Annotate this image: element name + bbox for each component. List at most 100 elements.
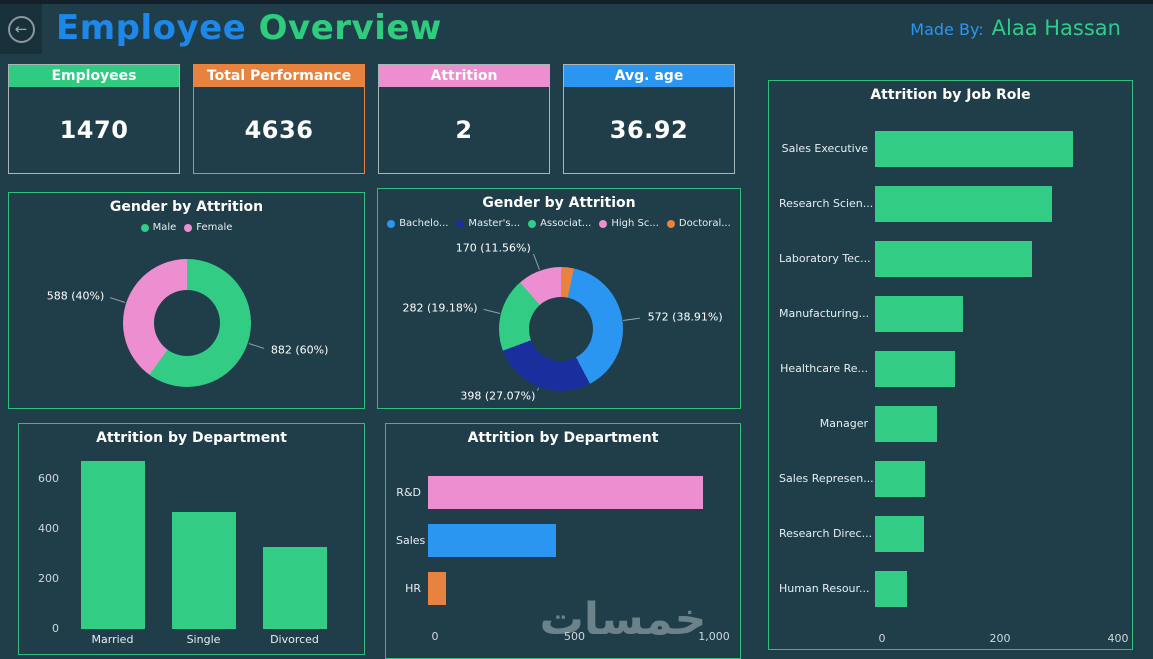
bar-row-laboratory-tec: Laboratory Tec...	[779, 231, 1118, 286]
legend-label: Doctoral...	[678, 218, 731, 229]
category-label: R&D	[396, 485, 421, 499]
made-by: Made By: Alaa Hassan	[910, 16, 1121, 40]
chart-legend: Male Female	[9, 222, 364, 233]
bar-rows: Sales Executive Research Scien... Laborato…	[779, 121, 1118, 616]
donut-chart: 882 (60%) 588 (40%)	[9, 237, 364, 408]
page-title: Employee Overview	[56, 8, 442, 48]
legend-item-high-sc[interactable]: High Sc...	[599, 218, 659, 229]
chart-title: Gender by Attrition	[482, 195, 636, 211]
bar-divorced[interactable]	[262, 547, 327, 629]
bar-laboratory-tec[interactable]	[875, 240, 1033, 277]
category-label: Sales	[396, 533, 426, 547]
kpi-card-avg-age[interactable]: Avg. age 36.92	[563, 64, 735, 174]
legend-item-associat[interactable]: Associat...	[528, 218, 591, 229]
donut-leader-line	[536, 387, 539, 391]
donut-annotation: 398 (27.07%)	[460, 389, 536, 403]
bar-healthcare-re[interactable]	[875, 350, 955, 387]
legend-label: Master's...	[468, 218, 521, 229]
kpi-value: 4636	[244, 116, 314, 144]
bar-sales-executive[interactable]	[875, 130, 1074, 167]
made-by-label: Made By:	[910, 20, 984, 39]
bar-track	[875, 396, 1118, 451]
kpi-value: 1470	[59, 116, 129, 144]
legend-label: Female	[196, 222, 233, 233]
legend-item-bachelo[interactable]: Bachelo...	[387, 218, 448, 229]
category-label: HR	[405, 581, 421, 595]
donut-leader-line	[109, 297, 126, 303]
donut-annotation: 170 (11.56%)	[455, 241, 531, 255]
category-label: Sales Represen...	[779, 472, 874, 485]
bar-track	[875, 561, 1118, 616]
donut-annotation: 882 (60%)	[270, 343, 329, 357]
bar-row-manager: Manager	[779, 396, 1118, 451]
bar-track	[875, 341, 1118, 396]
donut-hole	[529, 297, 593, 361]
bar-human-resour[interactable]	[875, 570, 907, 607]
kpi-value: 2	[455, 116, 473, 144]
legend-item-master-s[interactable]: Master's...	[456, 218, 520, 229]
donut-leader-line	[483, 308, 501, 314]
legend-item-male[interactable]: Male	[140, 222, 177, 233]
kpi-row: Employees 1470 Total Performance 4636 Attrit…	[8, 64, 735, 174]
category-label: Laboratory Tec...	[779, 252, 871, 265]
legend-label: Male	[152, 222, 177, 233]
bar-hr[interactable]	[428, 571, 447, 605]
author-name: Alaa Hassan	[991, 16, 1121, 40]
bar-row-research-scien: Research Scien...	[779, 176, 1118, 231]
kpi-card-attrition[interactable]: Attrition 2	[378, 64, 550, 174]
chart-title: Attrition by Job Role	[870, 87, 1031, 103]
bar-manufacturing[interactable]	[875, 295, 964, 332]
bar-research-direc[interactable]	[875, 515, 924, 552]
bar-row-sales-represen: Sales Represen...	[779, 451, 1118, 506]
y-axis-tick-label: 200	[38, 572, 59, 585]
legend-item-female[interactable]: Female	[184, 222, 232, 233]
y-axis-tick-label: 0	[52, 622, 59, 635]
bar-track	[428, 468, 714, 516]
x-axis-tick-label: 1,000	[698, 630, 730, 643]
bar-track	[875, 506, 1118, 561]
bar-research-scien[interactable]	[875, 185, 1053, 222]
donut-annotation: 588 (40%)	[46, 289, 105, 303]
bar-sales[interactable]	[428, 523, 556, 557]
donut-annotation: 572 (38.91%)	[647, 310, 723, 324]
y-axis: 0 200 400 600	[27, 454, 59, 635]
donut-annotation: 282 (19.18%)	[402, 301, 478, 315]
x-axis-tick-label: 500	[564, 630, 585, 643]
x-axis: 0 500 1,000	[431, 630, 730, 644]
bar-r-d[interactable]	[428, 475, 703, 509]
kpi-card-total-performance[interactable]: Total Performance 4636	[193, 64, 365, 174]
chart-title: Attrition by Department	[96, 430, 287, 446]
x-axis: 0 200 400	[878, 632, 1129, 646]
back-button[interactable]: ←	[7, 15, 35, 43]
category-label: Research Scien...	[779, 197, 874, 210]
donut-leader-line	[532, 253, 540, 271]
bar-single[interactable]	[171, 511, 236, 629]
bar-track	[875, 451, 1118, 506]
education-by-attrition-donut-panel: Gender by Attrition Bachelo... Master's..…	[377, 188, 741, 409]
x-axis-tick-label: 0	[431, 630, 439, 643]
legend-dot	[140, 223, 149, 232]
bar-row-r-d: R&D	[396, 468, 714, 516]
kpi-label: Attrition	[379, 65, 549, 87]
donut-leader-line	[248, 343, 265, 349]
bar-manager[interactable]	[875, 405, 937, 442]
x-axis-tick-label: 0	[878, 632, 886, 645]
attrition-by-job-role-panel: Attrition by Job Role Sales Executive Res…	[768, 80, 1133, 650]
legend-item-doctoral[interactable]: Doctoral...	[666, 218, 731, 229]
bar-track	[428, 564, 714, 612]
legend-dot	[184, 223, 193, 232]
x-axis-tick-label: 200	[989, 632, 1011, 645]
bar-married[interactable]	[80, 460, 145, 629]
category-label: Research Direc...	[779, 527, 873, 540]
bar-row-human-resour: Human Resour...	[779, 561, 1118, 616]
back-button-container: ←	[0, 4, 42, 54]
legend-dot	[599, 219, 608, 228]
kpi-card-employees[interactable]: Employees 1470	[8, 64, 180, 174]
category-label: Manufacturing...	[779, 307, 870, 320]
top-strip	[0, 0, 1153, 4]
bar-sales-represen[interactable]	[875, 460, 926, 497]
bar-row-manufacturing: Manufacturing...	[779, 286, 1118, 341]
bar-row-healthcare-re: Healthcare Re...	[779, 341, 1118, 396]
page-title-part1: Employee	[56, 8, 247, 48]
category-label: Manager	[819, 417, 868, 430]
